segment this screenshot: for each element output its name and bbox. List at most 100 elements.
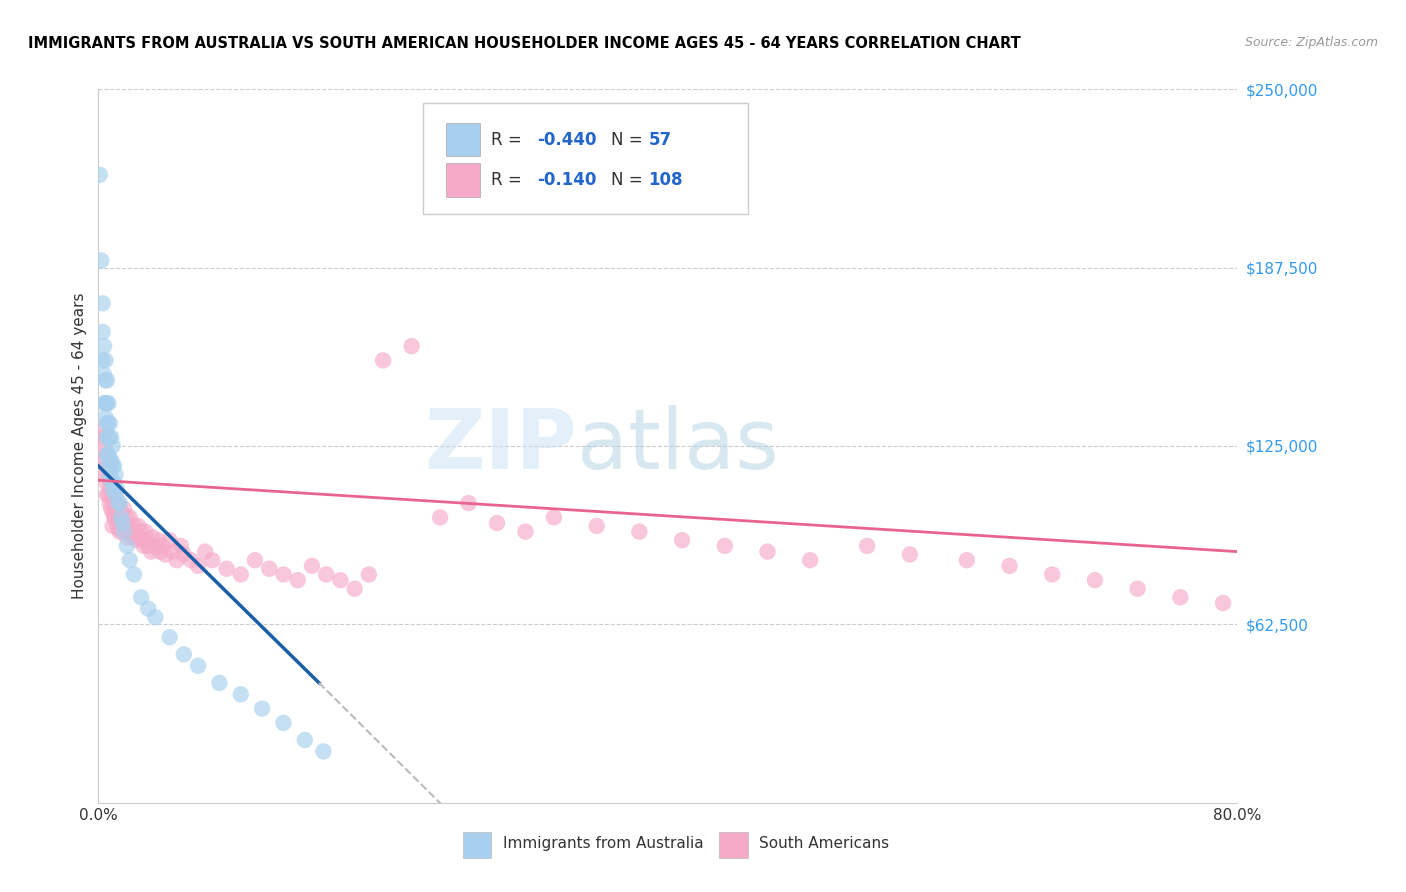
Text: N =: N =: [610, 171, 648, 189]
Point: [96, 430, 118, 444]
Point: [124, 524, 146, 539]
Bar: [463, 831, 491, 858]
Point: [1084, 573, 1107, 587]
Point: [104, 487, 127, 501]
Point: [94, 448, 117, 462]
Point: [90, 425, 112, 439]
Point: [100, 453, 122, 467]
Point: [98, 430, 121, 444]
Point: [343, 582, 366, 596]
Point: [103, 510, 125, 524]
Point: [98, 416, 121, 430]
Point: [131, 533, 153, 548]
Point: [93, 439, 115, 453]
Point: [756, 544, 779, 558]
Point: [101, 458, 124, 473]
Point: [287, 573, 309, 587]
Point: [111, 516, 134, 530]
Point: [1326, 648, 1348, 662]
Point: [96, 458, 118, 473]
Point: [166, 553, 188, 567]
Point: [96, 373, 118, 387]
Point: [457, 496, 479, 510]
Point: [401, 339, 423, 353]
Point: [956, 553, 979, 567]
Point: [1312, 639, 1334, 653]
Point: [97, 416, 120, 430]
Point: [101, 487, 124, 501]
Point: [543, 510, 565, 524]
Bar: [718, 831, 748, 858]
Point: [136, 601, 159, 615]
Point: [229, 687, 252, 701]
Point: [101, 439, 124, 453]
Point: [110, 522, 132, 536]
Bar: [446, 163, 479, 197]
Point: [515, 524, 537, 539]
Point: [104, 487, 127, 501]
Point: [112, 501, 135, 516]
Point: [93, 368, 115, 382]
FancyBboxPatch shape: [423, 103, 748, 214]
Text: South Americans: South Americans: [759, 836, 889, 851]
Point: [132, 539, 155, 553]
Point: [229, 567, 252, 582]
Point: [856, 539, 879, 553]
Point: [301, 558, 323, 573]
Text: Source: ZipAtlas.com: Source: ZipAtlas.com: [1244, 36, 1378, 49]
Point: [1340, 653, 1362, 667]
Text: Immigrants from Australia: Immigrants from Australia: [503, 836, 703, 851]
Point: [107, 505, 129, 519]
Bar: [446, 122, 479, 156]
Point: [148, 533, 170, 548]
Point: [114, 524, 136, 539]
Point: [155, 548, 177, 562]
Text: N =: N =: [610, 130, 648, 148]
Text: -0.440: -0.440: [537, 130, 596, 148]
Point: [117, 519, 139, 533]
Point: [105, 482, 128, 496]
Point: [103, 458, 125, 473]
Point: [112, 524, 135, 539]
Point: [152, 539, 174, 553]
Point: [898, 548, 921, 562]
Point: [91, 430, 114, 444]
Point: [139, 544, 162, 558]
Point: [96, 448, 118, 462]
Point: [110, 510, 132, 524]
Point: [998, 558, 1021, 573]
Point: [159, 533, 181, 548]
Point: [357, 567, 380, 582]
Point: [312, 744, 335, 758]
Point: [136, 539, 159, 553]
Point: [1040, 567, 1063, 582]
Point: [799, 553, 821, 567]
Text: -0.140: -0.140: [537, 171, 596, 189]
Point: [118, 553, 141, 567]
Point: [273, 715, 295, 730]
Point: [125, 533, 148, 548]
Point: [100, 473, 122, 487]
Point: [141, 530, 163, 544]
Point: [149, 544, 172, 558]
Point: [122, 567, 145, 582]
Point: [107, 522, 129, 536]
Point: [120, 524, 142, 539]
Point: [104, 510, 127, 524]
Point: [103, 496, 125, 510]
Point: [100, 501, 122, 516]
Point: [105, 496, 128, 510]
Point: [98, 476, 121, 491]
Point: [259, 562, 281, 576]
Point: [180, 553, 202, 567]
Point: [187, 558, 209, 573]
Point: [215, 562, 238, 576]
Point: [93, 339, 115, 353]
Text: atlas: atlas: [576, 406, 779, 486]
Point: [108, 524, 131, 539]
Point: [97, 448, 120, 462]
Point: [329, 573, 352, 587]
Point: [1284, 624, 1306, 639]
Point: [373, 353, 395, 368]
Point: [115, 530, 138, 544]
